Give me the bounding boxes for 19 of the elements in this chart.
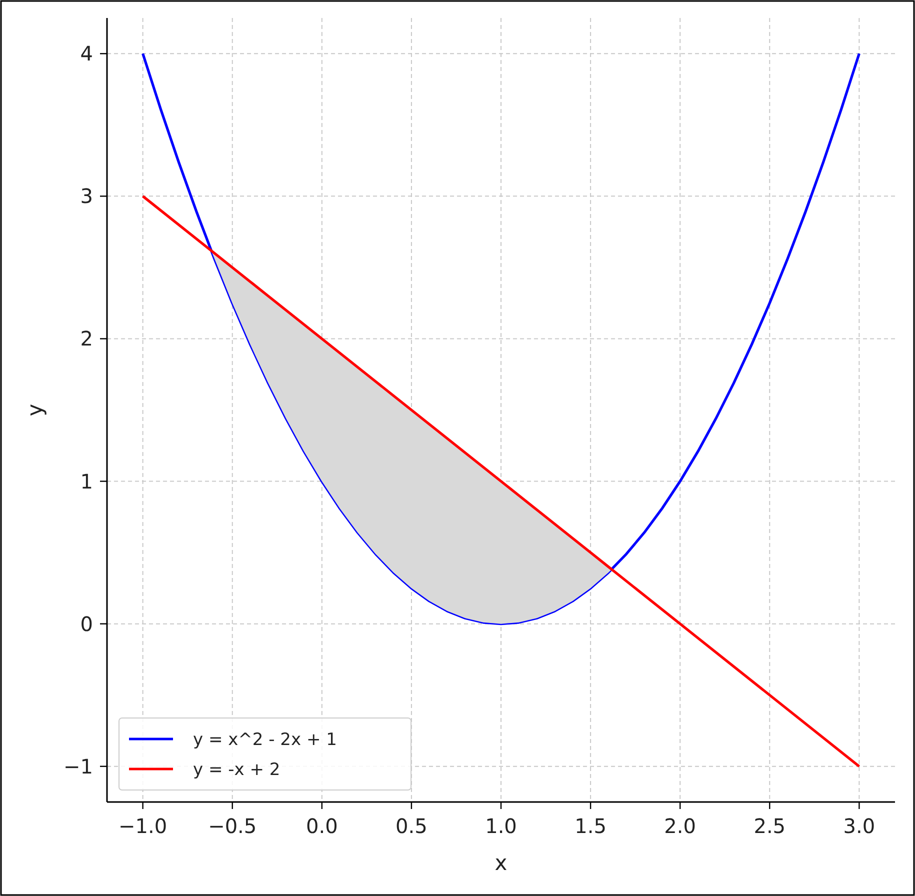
y-tick-label: −1 <box>64 754 93 778</box>
y-tick-label: 0 <box>80 612 93 636</box>
y-tick-label: 4 <box>80 42 93 66</box>
x-tick-label: 0.5 <box>396 814 428 838</box>
x-tick-label: 1.0 <box>485 814 517 838</box>
legend-label: y = x^2 - 2x + 1 <box>193 730 337 750</box>
x-axis-title: x <box>494 851 508 875</box>
x-tick-label: 0.0 <box>306 814 338 838</box>
x-tick-label: −1.0 <box>118 814 168 838</box>
x-tick-label: 2.0 <box>664 814 696 838</box>
x-tick-label: 2.5 <box>754 814 786 838</box>
x-tick-label: 1.5 <box>574 814 606 838</box>
y-tick-label: 1 <box>80 469 93 494</box>
legend-label: y = -x + 2 <box>193 760 280 780</box>
x-tick-label: −0.5 <box>208 814 257 838</box>
y-tick-label: 3 <box>80 184 93 208</box>
y-axis-title: y <box>23 404 47 416</box>
y-tick-label: 2 <box>80 326 93 351</box>
x-tick-label: 3.0 <box>843 814 876 838</box>
